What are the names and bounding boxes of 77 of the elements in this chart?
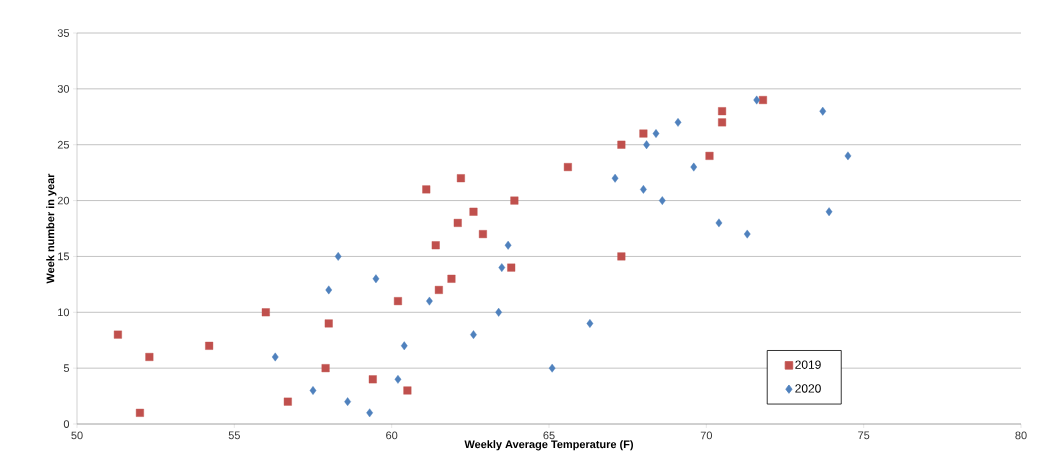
y-tick-label: 10	[58, 308, 70, 317]
x-tick-label: 65	[543, 431, 555, 440]
point	[819, 106, 827, 116]
point	[510, 196, 519, 205]
point	[825, 207, 833, 217]
point	[478, 230, 487, 239]
point	[456, 174, 465, 183]
point	[447, 274, 456, 283]
point	[271, 352, 279, 362]
point	[617, 252, 626, 261]
y-tick-label: 30	[57, 84, 70, 93]
x-tick-label: 55	[228, 431, 240, 440]
y-tick-label: 20	[57, 196, 70, 205]
point	[145, 352, 154, 361]
point	[715, 218, 723, 228]
point	[431, 241, 440, 250]
point	[372, 274, 380, 284]
point	[759, 96, 767, 105]
point	[718, 107, 727, 116]
point	[426, 296, 433, 306]
point	[325, 285, 333, 295]
point	[658, 196, 666, 205]
point	[469, 207, 478, 216]
legend-label: 2020	[795, 384, 821, 393]
x-tick-label: 80	[1015, 431, 1027, 440]
point	[643, 140, 650, 150]
point	[324, 319, 333, 328]
point	[434, 285, 443, 294]
point	[394, 374, 402, 384]
point	[283, 397, 292, 406]
point	[368, 375, 377, 384]
y-tick-label: 0	[63, 420, 70, 428]
point	[205, 341, 214, 350]
point	[652, 129, 660, 138]
point	[639, 129, 648, 138]
point	[334, 252, 342, 261]
point	[470, 330, 477, 340]
point	[321, 364, 330, 373]
point	[453, 218, 462, 227]
point	[753, 95, 761, 105]
point	[495, 307, 502, 317]
point	[586, 319, 594, 328]
point	[718, 118, 727, 127]
point	[422, 185, 431, 194]
y-axis-title: Week number in year	[46, 173, 57, 284]
point	[743, 229, 751, 239]
point	[640, 185, 647, 194]
point	[844, 151, 852, 161]
point	[617, 140, 626, 149]
point	[366, 408, 373, 418]
point	[261, 308, 270, 317]
point	[611, 173, 619, 183]
y-tick-label: 5	[63, 364, 70, 372]
point	[705, 151, 714, 160]
point	[548, 363, 556, 373]
y-tick-label: 35	[57, 29, 70, 37]
point	[504, 240, 512, 250]
point	[690, 162, 698, 172]
x-tick-label: 60	[386, 431, 398, 440]
x-tick-label: 75	[858, 431, 870, 440]
point	[344, 397, 351, 407]
point	[400, 341, 408, 351]
point	[403, 386, 412, 395]
x-axis-title: Weekly Average Temperature (F)	[464, 440, 633, 451]
point	[563, 163, 572, 172]
x-tick-label: 70	[700, 431, 712, 440]
y-tick-label: 15	[58, 252, 70, 261]
point	[498, 263, 506, 272]
point	[309, 386, 317, 395]
x-tick-label: 50	[71, 431, 83, 440]
point	[507, 263, 516, 272]
point	[135, 408, 144, 417]
point	[113, 330, 122, 339]
legend-label: 2019	[795, 360, 821, 369]
point	[674, 117, 682, 127]
point	[393, 297, 402, 306]
y-tick-label: 25	[57, 140, 70, 149]
